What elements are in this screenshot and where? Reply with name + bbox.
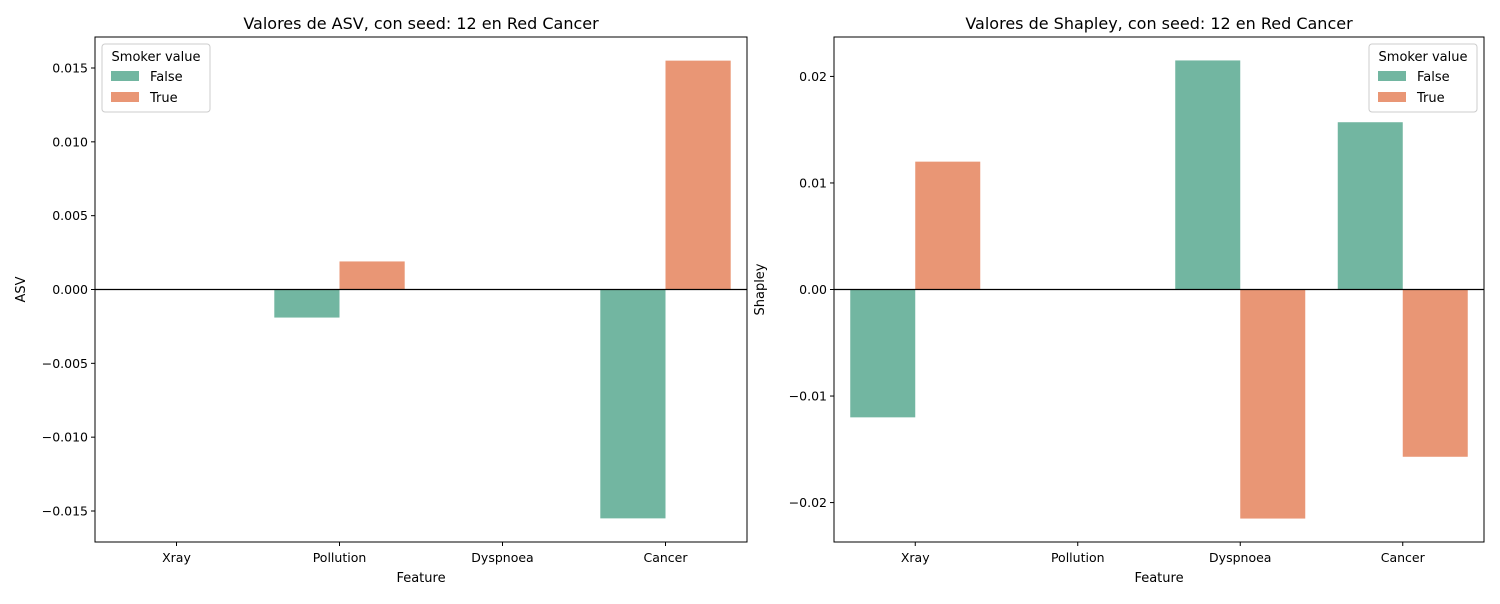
legend: Smoker value False True — [101, 43, 211, 113]
chart-title: Valores de ASV, con seed: 12 en Red Canc… — [243, 14, 599, 33]
legend-swatch-false — [1378, 71, 1406, 81]
bar-true-pollution — [339, 261, 405, 290]
chart-panel-2: −0.02 −0.01 0.00 0.01 0.02 Xray Pollution Dyspn… — [753, 14, 1485, 586]
x-axis-label: Feature — [1134, 571, 1183, 586]
bar-false-dyspnoea — [1175, 60, 1241, 290]
legend-label-false: False — [150, 70, 183, 85]
x-tick-label-pollution: Pollution — [313, 550, 367, 565]
y-tick-label: 0.000 — [52, 282, 88, 297]
y-tick-label: 0.01 — [799, 175, 827, 190]
y-tick-label: 0.005 — [52, 208, 88, 223]
x-tick-label-dyspnoea: Dyspnoea — [471, 550, 533, 565]
y-axis-label: ASV — [14, 276, 29, 302]
bar-true-cancer — [1402, 289, 1468, 457]
y-tick-label: −0.005 — [42, 356, 88, 371]
chart-title: Valores de Shapley, con seed: 12 en Red … — [965, 14, 1353, 33]
legend-title: Smoker value — [112, 50, 201, 65]
y-tick-label: −0.010 — [42, 430, 88, 445]
y-tick-label: −0.02 — [789, 495, 827, 510]
x-tick-label-xray: Xray — [901, 550, 930, 565]
bar-true-dyspnoea — [1240, 289, 1306, 519]
legend-label-true: True — [1416, 91, 1445, 106]
x-tick-label-cancer: Cancer — [643, 550, 688, 565]
y-axis-label: Shapley — [753, 263, 768, 315]
legend-swatch-true — [1378, 92, 1406, 102]
legend-label-false: False — [1417, 70, 1450, 85]
legend: Smoker value False True — [1368, 43, 1478, 113]
y-tick-label: 0.02 — [799, 69, 827, 84]
x-tick-label-xray: Xray — [162, 550, 191, 565]
legend-swatch-true — [111, 92, 139, 102]
x-tick-label-cancer: Cancer — [1381, 550, 1426, 565]
y-tick-label: 0.010 — [52, 134, 88, 149]
chart-panel-1: −0.015 −0.010 −0.005 0.000 0.005 0.010 0.015 Xr… — [14, 14, 748, 586]
bar-true-xray — [915, 161, 981, 290]
y-tick-label: 0.015 — [52, 61, 88, 76]
y-tick-label: −0.01 — [789, 389, 827, 404]
bar-false-cancer — [1337, 122, 1403, 290]
x-tick-label-pollution: Pollution — [1051, 550, 1105, 565]
y-tick-label: 0.00 — [799, 282, 827, 297]
legend-label-true: True — [149, 91, 178, 106]
bar-false-xray — [850, 289, 916, 418]
legend-swatch-false — [111, 71, 139, 81]
bar-true-cancer — [665, 60, 731, 290]
bar-false-pollution — [274, 289, 340, 318]
legend-title: Smoker value — [1379, 50, 1468, 65]
bar-false-cancer — [600, 289, 666, 519]
x-axis-label: Feature — [396, 571, 445, 586]
x-tick-label-dyspnoea: Dyspnoea — [1209, 550, 1271, 565]
y-tick-label: −0.015 — [42, 503, 88, 518]
